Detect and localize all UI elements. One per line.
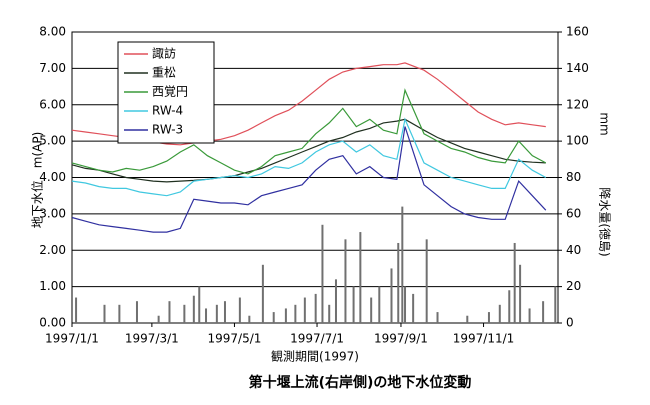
- rain-bar: [542, 301, 545, 323]
- rain-bar: [205, 308, 208, 323]
- rain-bar: [75, 297, 78, 323]
- y-tick-label: 0.00: [39, 316, 66, 330]
- x-tick-label: 1997/9/1: [374, 332, 428, 346]
- y-tick-label: 6.00: [39, 97, 66, 111]
- y2-tick-label: 40: [566, 243, 581, 257]
- rain-bar: [554, 286, 557, 323]
- rain-bar: [508, 290, 511, 323]
- rain-bar: [370, 297, 373, 323]
- rain-bar: [198, 286, 201, 323]
- chart-title: 第十堰上流(右岸側)の地下水位変動: [249, 374, 472, 391]
- rain-bar: [425, 239, 428, 323]
- rain-bar: [401, 206, 404, 323]
- rain-bar: [284, 308, 287, 323]
- y-tick-label: 1.00: [39, 279, 66, 293]
- x-tick-label: 1997/11/1: [453, 332, 515, 346]
- y-axis-label: 地下水位 m(AP): [30, 132, 45, 229]
- rain-bar: [168, 301, 171, 323]
- y2-tick-label: 60: [566, 206, 581, 220]
- rain-bar: [157, 315, 160, 323]
- y-tick-label: 3.00: [39, 206, 66, 220]
- rain-bar: [390, 268, 393, 323]
- y2-tick-label: 120: [566, 97, 589, 111]
- rain-bar: [192, 295, 195, 323]
- rain-bar: [404, 286, 407, 323]
- rain-bar: [513, 242, 516, 323]
- rain-bar: [334, 279, 337, 323]
- series-line: [71, 126, 547, 233]
- rain-bar: [466, 315, 469, 323]
- rain-bar: [294, 304, 297, 323]
- rain-bar: [248, 315, 251, 323]
- y-tick-label: 2.00: [39, 243, 66, 257]
- legend-label: 重松: [152, 66, 176, 80]
- rain-bar: [321, 224, 324, 323]
- rain-bar: [223, 301, 226, 323]
- x-tick-label: 1997/1/1: [45, 332, 99, 346]
- y-tick-label: 5.00: [39, 134, 66, 148]
- y-tick-label: 4.00: [39, 170, 66, 184]
- rain-bar: [103, 304, 106, 323]
- y2-tick-label: 20: [566, 279, 581, 293]
- y2-tick-label: 0: [566, 316, 574, 330]
- rain-bar: [519, 264, 522, 323]
- y-tick-label: 7.00: [39, 61, 66, 75]
- y2-tick-label: 100: [566, 134, 589, 148]
- rain-bar: [272, 312, 275, 323]
- y2-tick-label: 140: [566, 61, 589, 75]
- rain-bar: [397, 242, 400, 323]
- rain-bar: [344, 239, 347, 323]
- rain-bar: [314, 293, 317, 323]
- rain-bar: [412, 293, 415, 323]
- series-line: [71, 88, 547, 175]
- rain-bar: [135, 301, 138, 323]
- series-line: [71, 118, 546, 183]
- y-tick-label: 8.00: [39, 25, 66, 39]
- y2-axis-label: 降水量(徳島): [598, 187, 613, 256]
- legend-label: RW-4: [152, 104, 183, 118]
- rain-bar: [328, 304, 331, 323]
- rain-bar: [215, 304, 218, 323]
- rain-bar: [118, 304, 121, 323]
- x-tick-label: 1997/3/1: [125, 332, 179, 346]
- rain-bar: [352, 286, 355, 323]
- rain-bar: [528, 308, 531, 323]
- rain-bar: [238, 297, 241, 323]
- rain-bar: [261, 264, 264, 323]
- rain-bar: [359, 232, 362, 323]
- y2-tick-label: 160: [566, 25, 589, 39]
- legend-label: RW-3: [152, 123, 183, 137]
- rain-bar: [498, 304, 501, 323]
- y2-axis-unit: mm: [598, 112, 612, 135]
- x-axis-label: 観測期間(1997): [271, 350, 359, 364]
- rain-bar: [487, 312, 490, 323]
- legend-label: 西覚円: [152, 85, 188, 99]
- x-tick-label: 1997/5/1: [207, 332, 261, 346]
- series-line: [71, 117, 547, 197]
- x-tick-label: 1997/7/1: [290, 332, 344, 346]
- rain-bar: [303, 297, 306, 323]
- rain-bar: [378, 286, 381, 323]
- legend-label: 諏訪: [152, 46, 176, 61]
- rain-bar: [183, 304, 186, 323]
- rain-bar: [436, 312, 439, 323]
- y2-tick-label: 80: [566, 170, 581, 184]
